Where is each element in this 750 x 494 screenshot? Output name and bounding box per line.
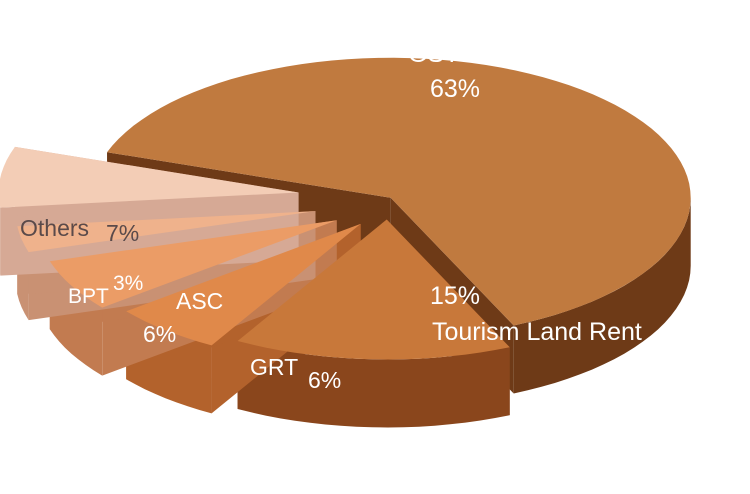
slice-value-grt: 6%	[308, 367, 341, 393]
slice-side-tourism-land-rent-0	[237, 341, 510, 428]
slice-asc	[49, 220, 337, 308]
slice-label-bpt: BPT	[68, 285, 109, 308]
slice-label-asc: ASC	[176, 288, 223, 314]
slice-label-others: Others	[20, 215, 89, 241]
slice-labels: GST 63% 15% Tourism Land Rent GRT 6% ASC…	[20, 40, 642, 393]
slice-tops	[0, 57, 691, 360]
slice-side-gst-0	[513, 197, 691, 394]
slice-value-others: 7%	[106, 220, 139, 246]
slice-gst	[107, 57, 691, 326]
slice-bpt	[17, 211, 316, 253]
slice-label-gst: GST	[408, 40, 459, 68]
slice-label-grt: GRT	[250, 354, 298, 380]
slice-value-bpt: 3%	[113, 272, 143, 295]
slice-tourism-land-rent	[237, 219, 510, 360]
slice-value-gst: 63%	[430, 75, 480, 103]
slice-value-tourism-land-rent: 15%	[430, 282, 480, 310]
slice-value-asc: 6%	[143, 321, 176, 347]
slice-grt	[126, 223, 361, 346]
slice-others	[0, 146, 299, 208]
slice-label-tourism-land-rent: Tourism Land Rent	[432, 318, 642, 346]
